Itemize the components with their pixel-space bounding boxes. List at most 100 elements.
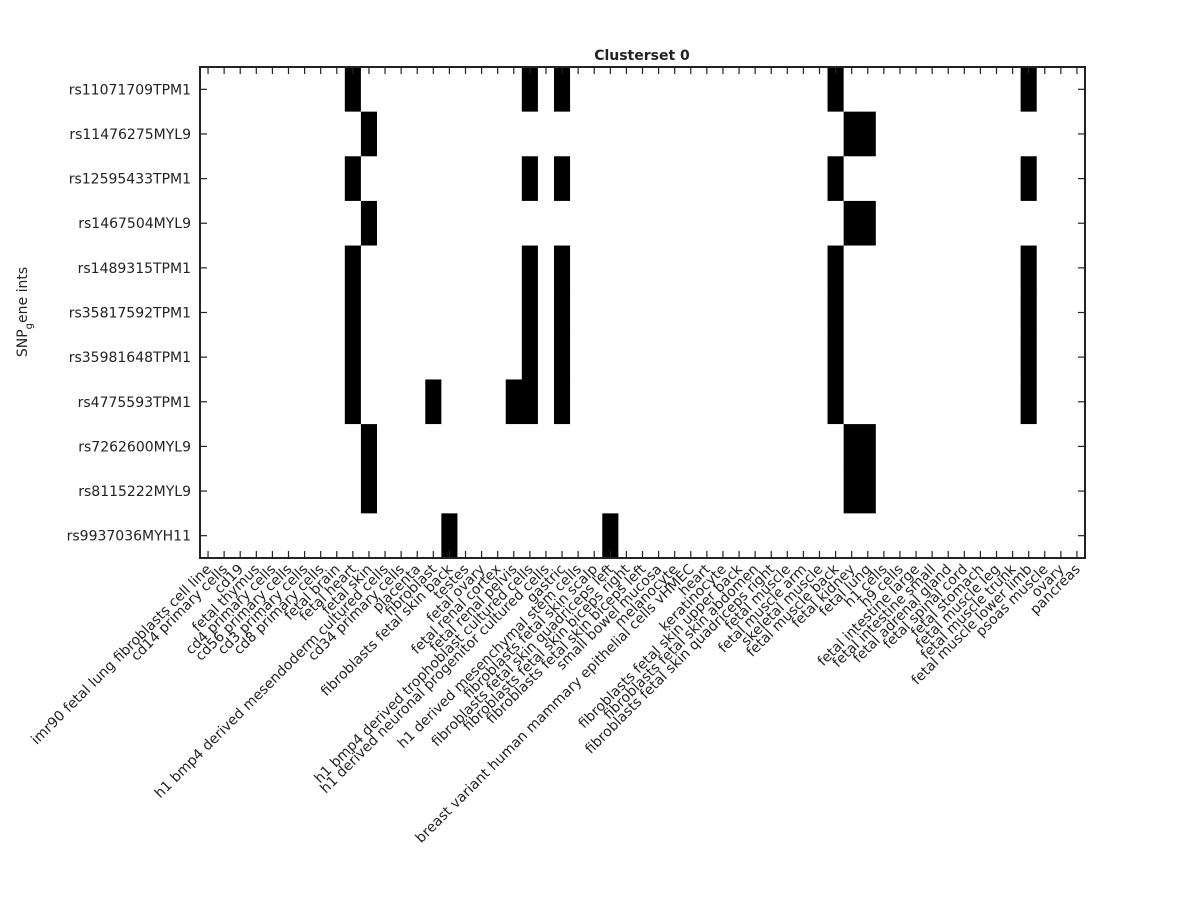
cell: [859, 290, 877, 336]
cell: [924, 424, 941, 470]
cell: [891, 334, 909, 380]
cell: [924, 111, 941, 157]
cell: [570, 334, 587, 380]
cell: [779, 111, 796, 157]
cell: [827, 424, 844, 470]
cell: [200, 379, 217, 425]
cell: [393, 468, 410, 514]
cell: [344, 290, 362, 336]
cell: [344, 334, 362, 380]
cell: [409, 67, 426, 112]
cell: [618, 334, 635, 380]
cell: [457, 424, 474, 470]
cell: [505, 468, 523, 514]
cell: [409, 156, 426, 202]
cell: [586, 513, 603, 559]
cell: [698, 200, 716, 246]
cell: [827, 513, 844, 559]
cell: [956, 379, 973, 425]
cell: [521, 513, 539, 559]
cell: [409, 200, 426, 246]
cell: [280, 424, 297, 470]
cell: [924, 468, 941, 514]
cell: [908, 468, 925, 514]
cell: [473, 111, 490, 157]
cell: [843, 111, 861, 157]
cell: [200, 424, 217, 470]
cell: [908, 200, 925, 246]
cell: [859, 513, 877, 559]
cell: [634, 156, 651, 202]
cell: [602, 334, 619, 380]
cell: [489, 67, 507, 112]
cell: [328, 111, 346, 157]
cell: [843, 290, 861, 336]
cell: [956, 245, 973, 291]
cell: [457, 513, 474, 559]
cell: [747, 67, 764, 112]
cell: [554, 379, 571, 425]
cell: [457, 200, 474, 246]
cell: [393, 424, 410, 470]
cell: [811, 468, 828, 514]
cell: [1020, 424, 1038, 470]
cell: [1068, 379, 1086, 425]
cell: [650, 67, 667, 112]
cell: [731, 111, 748, 157]
cell: [988, 67, 1005, 112]
cell: [248, 379, 265, 425]
cell: [393, 379, 410, 425]
cell: [747, 424, 764, 470]
cell: [908, 513, 925, 559]
cell: [891, 67, 909, 112]
cell: [312, 111, 330, 157]
cell: [393, 200, 410, 246]
cell: [505, 334, 523, 380]
cell: [505, 200, 523, 246]
cell: [1004, 379, 1021, 425]
cell: [505, 67, 523, 112]
cell: [537, 379, 555, 425]
cell: [473, 156, 490, 202]
cell: [924, 200, 941, 246]
cell: [763, 379, 780, 425]
cell: [328, 156, 346, 202]
cell: [602, 111, 619, 157]
cell: [216, 245, 233, 291]
cell: [1036, 424, 1054, 470]
cell: [570, 513, 587, 559]
cell: [554, 111, 571, 157]
cell: [232, 290, 249, 336]
cell: [312, 379, 330, 425]
cell: [763, 67, 780, 112]
cell: [344, 111, 362, 157]
cell: [843, 67, 861, 112]
cell: [650, 156, 667, 202]
cell: [779, 468, 796, 514]
cell: [618, 245, 635, 291]
cell: [940, 245, 957, 291]
cell: [248, 424, 265, 470]
cell: [360, 67, 378, 112]
cell: [554, 424, 571, 470]
cell: [682, 424, 700, 470]
cell: [924, 513, 941, 559]
cell: [586, 67, 603, 112]
cell: [1052, 334, 1070, 380]
cell: [1068, 156, 1086, 202]
cell: [328, 290, 346, 336]
cell: [1020, 290, 1038, 336]
cell: [570, 156, 587, 202]
cell: [409, 424, 426, 470]
cell: [1020, 245, 1038, 291]
cell: [409, 379, 426, 425]
cell: [344, 67, 362, 112]
cell: [537, 334, 555, 380]
cell: [554, 513, 571, 559]
cell: [875, 334, 893, 380]
cell: [505, 424, 523, 470]
cell: [216, 156, 233, 202]
cell: [473, 290, 490, 336]
cell: [747, 156, 764, 202]
cell: [650, 245, 667, 291]
